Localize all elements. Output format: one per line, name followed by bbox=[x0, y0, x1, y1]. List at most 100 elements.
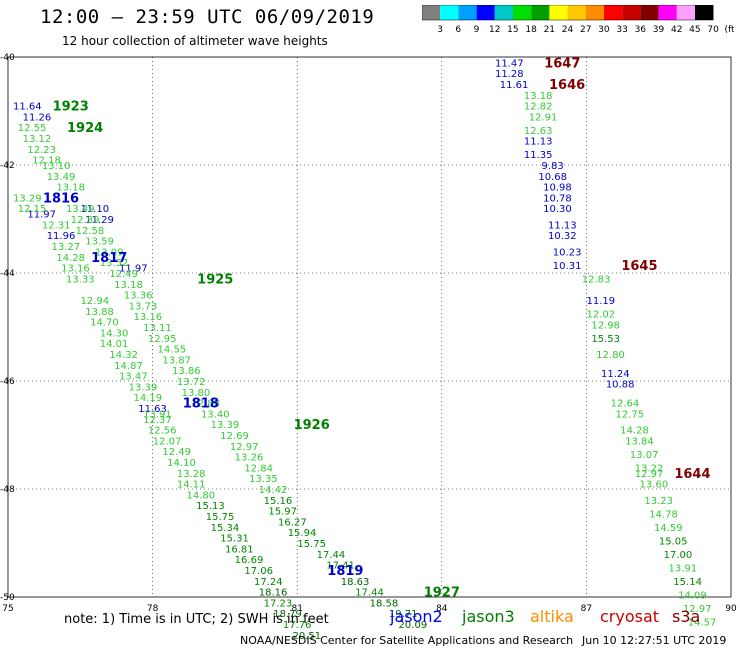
colorbar-swatch bbox=[494, 5, 513, 20]
colorbar-swatch bbox=[604, 5, 623, 20]
jason3-point: 13.72 bbox=[177, 377, 206, 388]
jason2-point: 11.97 bbox=[119, 264, 148, 275]
jason3-point: 14.70 bbox=[90, 318, 119, 329]
jason3-point: 13.26 bbox=[235, 453, 264, 464]
jason3-point: 12.89 bbox=[71, 215, 100, 226]
time-label: 1818 bbox=[183, 397, 219, 412]
jason3-point: 18.79 bbox=[273, 609, 302, 620]
jason3-point: 13.22 bbox=[635, 463, 664, 474]
y-tick-label: -50 bbox=[0, 593, 15, 603]
jason3-point: 12.97 bbox=[635, 469, 664, 480]
colorbar-swatch bbox=[440, 5, 459, 20]
jason3-point: 14.11 bbox=[177, 480, 206, 491]
time-label: 1926 bbox=[294, 418, 330, 433]
jason3-point: 17.44 bbox=[317, 550, 346, 561]
jason3-point: 12.98 bbox=[591, 320, 620, 331]
jason3-point: 15.53 bbox=[591, 334, 620, 345]
y-tick-label: -40 bbox=[0, 53, 15, 63]
jason3-point: 14.28 bbox=[620, 426, 649, 437]
jason3-point: 12.69 bbox=[220, 431, 249, 442]
jason3-point: 17.23 bbox=[264, 598, 293, 609]
colorbar-label: 70 bbox=[707, 25, 719, 35]
colorbar-label: 21 bbox=[544, 25, 555, 35]
jason3-point: 12.83 bbox=[582, 274, 611, 285]
legend-item-jason2: jason2 bbox=[390, 607, 443, 626]
y-tick-label: -48 bbox=[0, 485, 15, 495]
time-label: 1925 bbox=[197, 272, 233, 287]
jason3-point: 12.56 bbox=[148, 426, 177, 437]
jason2-point: 11.47 bbox=[495, 58, 524, 69]
jason3-point: 14.19 bbox=[133, 393, 162, 404]
y-tick-label: -46 bbox=[0, 377, 15, 387]
jason3-point: 13.39 bbox=[211, 420, 240, 431]
jason2-point: 10.88 bbox=[606, 380, 635, 391]
jason3-point: 15.14 bbox=[673, 577, 702, 588]
jason3-point: 13.18 bbox=[114, 280, 143, 291]
colorbar-swatch bbox=[513, 5, 532, 20]
y-tick-label: -42 bbox=[0, 161, 15, 171]
jason3-point: 12.95 bbox=[148, 334, 177, 345]
colorbar-swatch bbox=[476, 5, 495, 20]
jason3-point: 14.09 bbox=[678, 590, 707, 601]
colorbar-swatch bbox=[676, 5, 695, 20]
jason3-point: 12.37 bbox=[143, 415, 172, 426]
jason3-point: 12.64 bbox=[611, 399, 640, 410]
jason3-point: 13.12 bbox=[23, 134, 52, 145]
time-label: 1645 bbox=[621, 259, 657, 274]
jason3-point: 13.23 bbox=[644, 496, 673, 507]
jason3-point: 16.27 bbox=[278, 517, 307, 528]
time-label: 1647 bbox=[544, 56, 580, 71]
jason3-point: 17.06 bbox=[244, 566, 273, 577]
jason2-point: 11.61 bbox=[500, 80, 529, 91]
jason3-point: 13.09 bbox=[95, 247, 124, 258]
plot-frame bbox=[7, 56, 732, 598]
jason3-point: 18.58 bbox=[370, 598, 399, 609]
x-tick-label: 75 bbox=[2, 604, 13, 614]
footer-agency: NOAA/NESDIS Center for Satellite Applica… bbox=[240, 634, 574, 647]
jason3-point: 18.63 bbox=[341, 577, 370, 588]
x-tick-label: 90 bbox=[725, 604, 737, 614]
jason3-point: 13.84 bbox=[625, 436, 654, 447]
colorbar-label: 45 bbox=[689, 25, 700, 35]
jason3-point: 15.34 bbox=[211, 523, 240, 534]
jason3-point: 15.13 bbox=[196, 501, 225, 512]
jason3-point: 13.59 bbox=[85, 237, 114, 248]
colorbar-swatch bbox=[567, 5, 586, 20]
colorbar-label: 15 bbox=[507, 25, 518, 35]
jason3-point: 15.05 bbox=[659, 536, 688, 547]
colorbar-swatch bbox=[458, 5, 477, 20]
jason3-point: 13.86 bbox=[172, 366, 201, 377]
jason3-point: 17.00 bbox=[664, 550, 693, 561]
time-label: 1924 bbox=[67, 121, 103, 136]
jason3-point: 15.97 bbox=[268, 507, 297, 518]
jason3-point: 13.91 bbox=[668, 563, 697, 574]
jason3-point: 12.75 bbox=[615, 409, 644, 420]
jason2-point: 10.30 bbox=[543, 204, 572, 215]
jason3-point: 15.94 bbox=[288, 528, 317, 539]
jason3-point: 20.09 bbox=[399, 620, 428, 631]
colorbar-label: 6 bbox=[455, 25, 461, 35]
colorbar-swatch bbox=[549, 5, 568, 20]
jason3-point: 14.59 bbox=[654, 523, 683, 534]
page-subtitle: 12 hour collection of altimeter wave hei… bbox=[62, 34, 328, 48]
jason3-point: 14.30 bbox=[100, 328, 129, 339]
colorbar-label: 36 bbox=[635, 25, 647, 35]
jason3-point: 12.97 bbox=[683, 604, 712, 615]
jason3-point: 15.16 bbox=[264, 496, 293, 507]
colorbar-swatch bbox=[622, 5, 641, 20]
jason3-point: 13.49 bbox=[47, 172, 76, 183]
jason3-point: 12.58 bbox=[76, 226, 105, 237]
jason3-point: 14.78 bbox=[649, 509, 678, 520]
jason3-point: 19.71 bbox=[389, 609, 418, 620]
colorbar-swatch bbox=[531, 5, 550, 20]
colorbar-label: 30 bbox=[598, 25, 610, 35]
jason3-point: 12.02 bbox=[587, 310, 616, 321]
time-label: 1816 bbox=[43, 191, 79, 206]
jason2-point: 11.35 bbox=[524, 150, 553, 161]
jason3-point: 15.75 bbox=[297, 539, 326, 550]
jason2-point: 10.32 bbox=[548, 231, 577, 242]
jason3-point: 12.88 bbox=[191, 399, 220, 410]
